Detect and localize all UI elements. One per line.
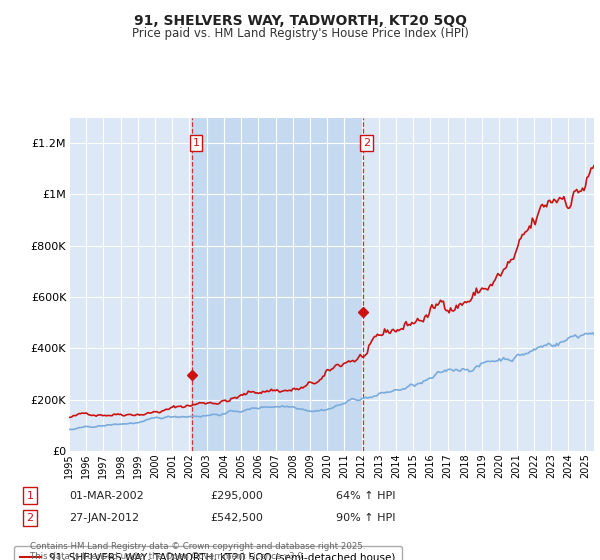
Text: 2: 2: [363, 138, 370, 148]
Text: 1: 1: [193, 138, 199, 148]
Text: 1: 1: [26, 491, 34, 501]
Text: 91, SHELVERS WAY, TADWORTH, KT20 5QQ: 91, SHELVERS WAY, TADWORTH, KT20 5QQ: [133, 14, 467, 28]
Bar: [193, 118, 363, 451]
Legend: 91, SHELVERS WAY, TADWORTH, KT20 5QQ (semi-detached house), HPI: Average price, : 91, SHELVERS WAY, TADWORTH, KT20 5QQ (se…: [14, 546, 402, 560]
Text: 64% ↑ HPI: 64% ↑ HPI: [336, 491, 395, 501]
Text: £295,000: £295,000: [210, 491, 263, 501]
Text: Contains HM Land Registry data © Crown copyright and database right 2025.
This d: Contains HM Land Registry data © Crown c…: [30, 542, 365, 560]
Text: 90% ↑ HPI: 90% ↑ HPI: [336, 513, 395, 523]
Text: 2: 2: [26, 513, 34, 523]
Text: 27-JAN-2012: 27-JAN-2012: [69, 513, 139, 523]
Text: £542,500: £542,500: [210, 513, 263, 523]
Text: Price paid vs. HM Land Registry's House Price Index (HPI): Price paid vs. HM Land Registry's House …: [131, 27, 469, 40]
Text: 01-MAR-2002: 01-MAR-2002: [69, 491, 144, 501]
